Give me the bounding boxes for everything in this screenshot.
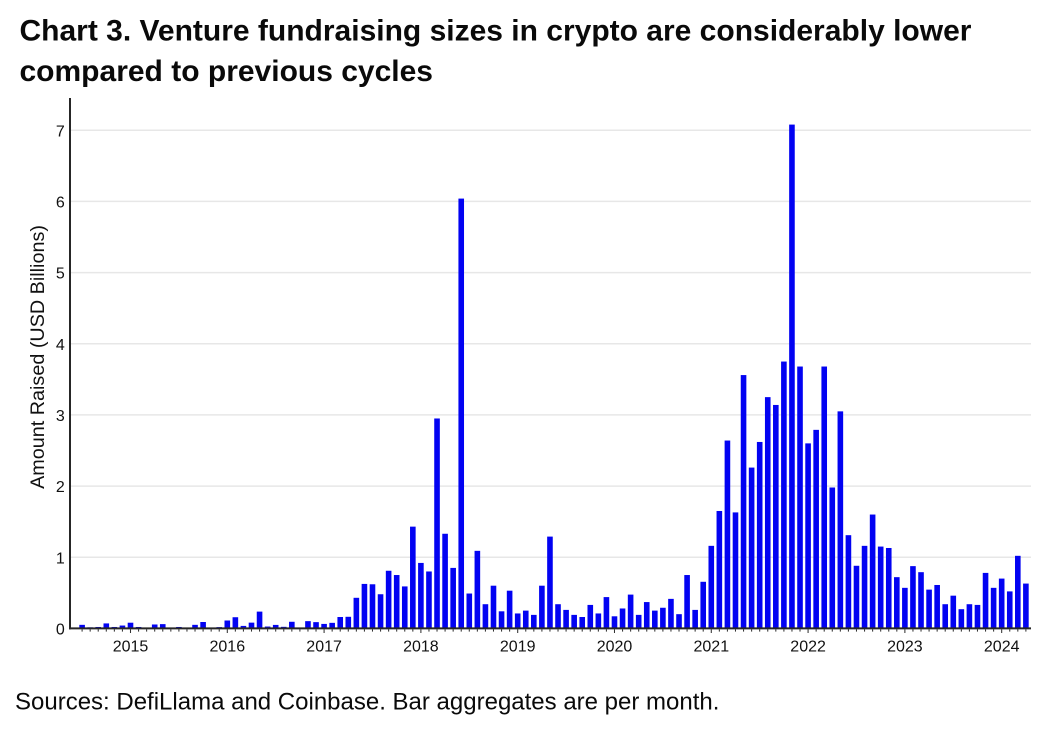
svg-text:1: 1 — [56, 550, 65, 567]
svg-text:Amount Raised (USD Billions): Amount Raised (USD Billions) — [27, 225, 49, 489]
svg-text:2020: 2020 — [597, 639, 633, 656]
svg-text:7: 7 — [56, 123, 65, 140]
svg-text:0: 0 — [56, 622, 65, 639]
svg-text:2024: 2024 — [984, 639, 1020, 656]
svg-text:6: 6 — [56, 195, 65, 212]
svg-text:2017: 2017 — [306, 639, 342, 656]
svg-text:Chart 3. Venture fundraising s: Chart 3. Venture fundraising sizes in cr… — [20, 15, 972, 48]
svg-text:3: 3 — [56, 408, 65, 425]
svg-text:2: 2 — [56, 479, 65, 496]
svg-text:2021: 2021 — [694, 639, 730, 656]
svg-text:2022: 2022 — [790, 639, 826, 656]
svg-text:4: 4 — [56, 337, 65, 354]
svg-text:2015: 2015 — [113, 639, 149, 656]
svg-text:2019: 2019 — [500, 639, 536, 656]
svg-text:Sources: DefiLlama and Coinbas: Sources: DefiLlama and Coinbase. Bar agg… — [15, 689, 719, 716]
svg-text:2023: 2023 — [887, 639, 923, 656]
svg-text:2018: 2018 — [403, 639, 439, 656]
svg-text:2016: 2016 — [210, 639, 246, 656]
svg-text:5: 5 — [56, 266, 65, 283]
svg-text:compared to previous cycles: compared to previous cycles — [20, 55, 434, 88]
